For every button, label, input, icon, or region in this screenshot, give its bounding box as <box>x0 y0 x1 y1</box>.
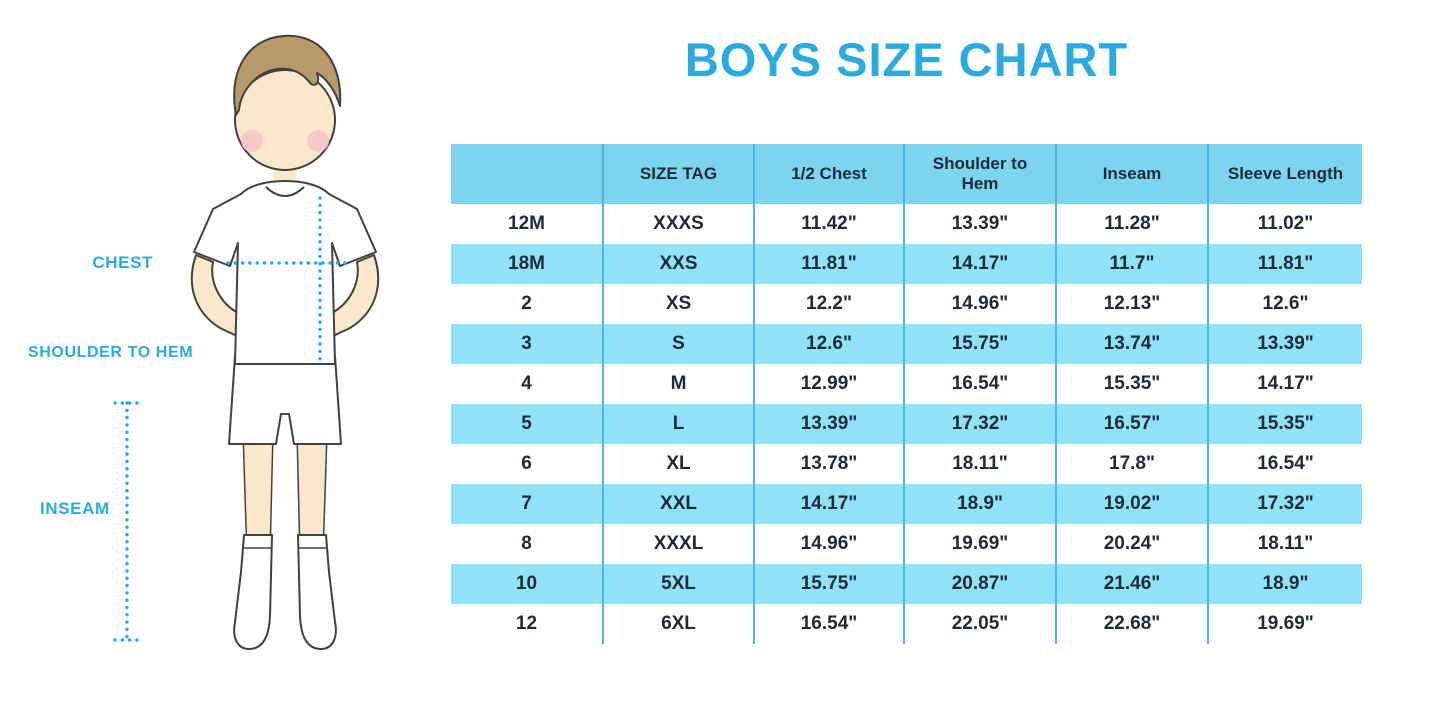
size-cell: 7 <box>451 484 602 524</box>
column-header: Shoulder to Hem <box>903 144 1055 204</box>
boy-measurement-figure <box>90 12 450 667</box>
value-cell: 15.35" <box>1207 404 1362 444</box>
value-cell: 12.6" <box>753 324 903 364</box>
size-cell: 2 <box>451 284 602 324</box>
value-cell: 5XL <box>602 564 753 604</box>
value-cell: XS <box>602 284 753 324</box>
value-cell: 15.35" <box>1055 364 1207 404</box>
size-cell: 5 <box>451 404 602 444</box>
value-cell: 11.28" <box>1055 204 1207 244</box>
size-table: SIZE TAG 1/2 Chest Shoulder to Hem Inseam Sl… <box>451 144 1362 644</box>
size-cell: 8 <box>451 524 602 564</box>
value-cell: 18.11" <box>1207 524 1362 564</box>
value-cell: 12.99" <box>753 364 903 404</box>
value-cell: 11.81" <box>1207 244 1362 284</box>
value-cell: 20.24" <box>1055 524 1207 564</box>
value-cell: S <box>602 324 753 364</box>
chest-label: CHEST <box>92 253 153 272</box>
value-cell: 18.9" <box>1207 564 1362 604</box>
column-header: SIZE TAG <box>602 144 753 204</box>
value-cell: 19.69" <box>903 524 1055 564</box>
column-header: Inseam <box>1055 144 1207 204</box>
value-cell: 17.32" <box>1207 484 1362 524</box>
value-cell: 13.39" <box>1207 324 1362 364</box>
value-cell: 21.46" <box>1055 564 1207 604</box>
value-cell: 12.13" <box>1055 284 1207 324</box>
value-cell: M <box>602 364 753 404</box>
value-cell: 11.42" <box>753 204 903 244</box>
size-cell: 6 <box>451 444 602 484</box>
value-cell: 16.54" <box>753 604 903 644</box>
value-cell: 13.39" <box>753 404 903 444</box>
value-cell: XXL <box>602 484 753 524</box>
column-header: Sleeve Length <box>1207 144 1362 204</box>
column-header <box>451 144 602 204</box>
value-cell: XL <box>602 444 753 484</box>
size-cell: 4 <box>451 364 602 404</box>
value-cell: 16.57" <box>1055 404 1207 444</box>
page-title: BOYS SIZE CHART <box>684 33 1129 86</box>
value-cell: 15.75" <box>903 324 1055 364</box>
value-cell: XXS <box>602 244 753 284</box>
value-cell: 20.87" <box>903 564 1055 604</box>
inseam-label: INSEAM <box>40 499 110 518</box>
value-cell: 19.02" <box>1055 484 1207 524</box>
value-cell: 22.68" <box>1055 604 1207 644</box>
shoulder-to-hem-label: SHOULDER TO HEM <box>28 344 194 361</box>
value-cell: 15.75" <box>753 564 903 604</box>
size-cell: 12 <box>451 604 602 644</box>
value-cell: 16.54" <box>903 364 1055 404</box>
value-cell: 11.81" <box>753 244 903 284</box>
value-cell: 18.11" <box>903 444 1055 484</box>
value-cell: XXXS <box>602 204 753 244</box>
size-cell: 3 <box>451 324 602 364</box>
value-cell: 16.54" <box>1207 444 1362 484</box>
value-cell: 17.8" <box>1055 444 1207 484</box>
value-cell: 14.17" <box>753 484 903 524</box>
size-cell: 12M <box>451 204 602 244</box>
value-cell: L <box>602 404 753 444</box>
value-cell: 12.2" <box>753 284 903 324</box>
value-cell: 14.17" <box>903 244 1055 284</box>
boy-illustration <box>113 34 380 650</box>
value-cell: 18.9" <box>903 484 1055 524</box>
value-cell: 6XL <box>602 604 753 644</box>
value-cell: 13.39" <box>903 204 1055 244</box>
measurement-lines <box>113 196 350 642</box>
value-cell: 22.05" <box>903 604 1055 644</box>
value-cell: XXXL <box>602 524 753 564</box>
inseam-measure-line <box>113 401 141 642</box>
size-cell: 18M <box>451 244 602 284</box>
value-cell: 17.32" <box>903 404 1055 444</box>
size-cell: 10 <box>451 564 602 604</box>
value-cell: 13.78" <box>753 444 903 484</box>
value-cell: 11.02" <box>1207 204 1362 244</box>
value-cell: 14.96" <box>903 284 1055 324</box>
value-cell: 12.6" <box>1207 284 1362 324</box>
value-cell: 19.69" <box>1207 604 1362 644</box>
value-cell: 13.74" <box>1055 324 1207 364</box>
value-cell: 14.17" <box>1207 364 1362 404</box>
column-header: 1/2 Chest <box>753 144 903 204</box>
value-cell: 14.96" <box>753 524 903 564</box>
boy-body <box>190 34 380 650</box>
value-cell: 11.7" <box>1055 244 1207 284</box>
